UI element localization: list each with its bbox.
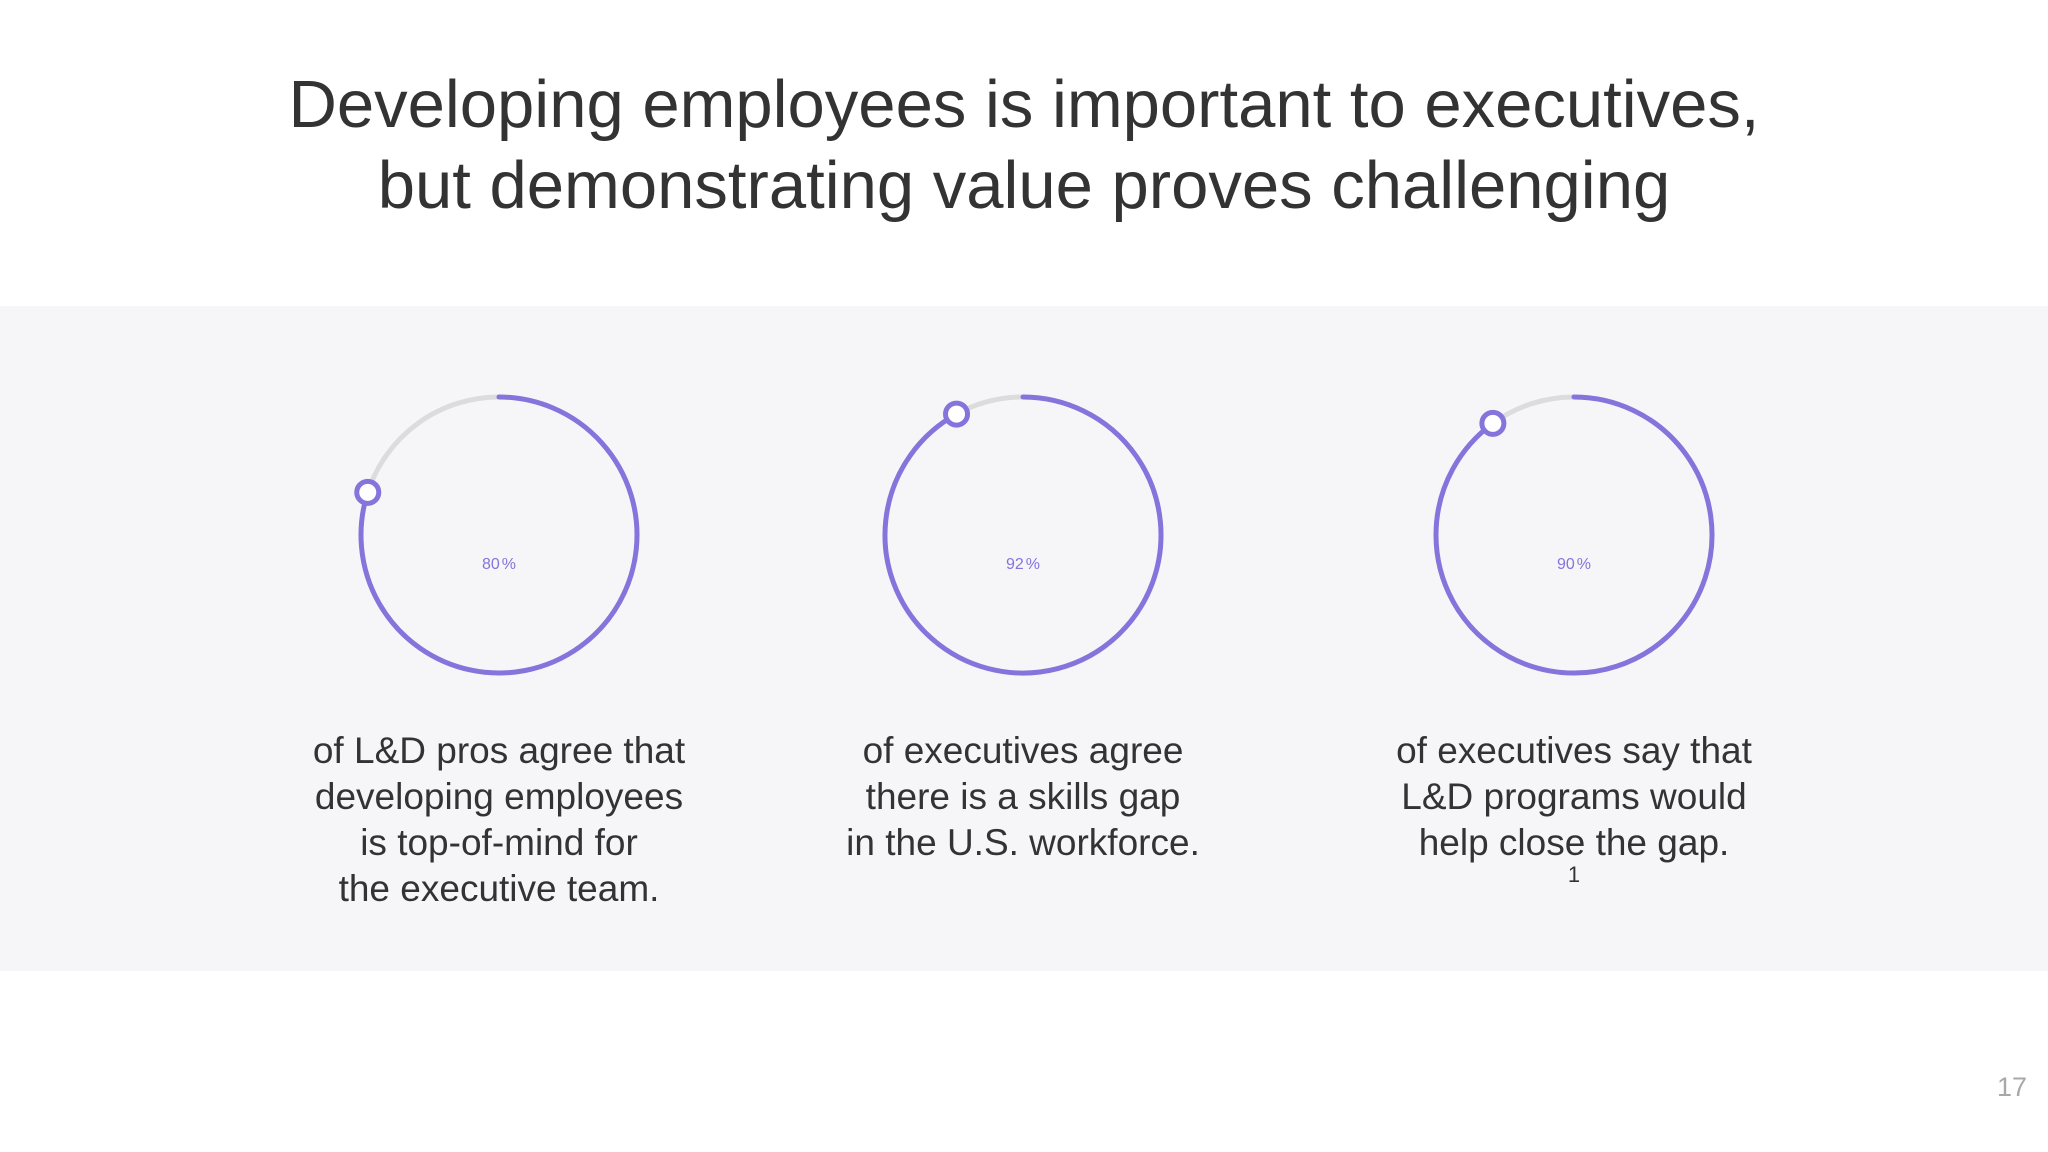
gauge-progress-arc bbox=[358, 394, 640, 676]
caption-text: help close the gap. bbox=[1418, 822, 1730, 863]
gauge-end-knob bbox=[943, 400, 971, 428]
gauge-end-knob bbox=[1479, 409, 1507, 437]
footnote-marker: 1 bbox=[1567, 861, 1581, 887]
caption-line: the executive team. bbox=[338, 868, 660, 909]
gauge-value-number: 80 bbox=[482, 556, 500, 573]
slide-title: Developing employees is important to exe… bbox=[0, 64, 2048, 226]
progress-ring-3: 90% bbox=[1324, 306, 1824, 806]
gauge-svg: 80% bbox=[354, 394, 640, 676]
stat-caption-2: of executives agree there is a skills ga… bbox=[773, 728, 1273, 866]
caption-line: there is a skills gap bbox=[865, 776, 1181, 817]
caption-line: is top-of-mind for bbox=[360, 822, 638, 863]
caption-line: developing employees bbox=[314, 776, 684, 817]
gauge-value-label: 92% bbox=[1006, 556, 1040, 573]
caption-line: of L&D pros agree that bbox=[312, 730, 686, 771]
title-line-1: Developing employees is important to exe… bbox=[288, 67, 1760, 142]
caption-line: in the U.S. workforce. bbox=[846, 822, 1200, 863]
gauge-track bbox=[365, 394, 502, 495]
gauge-value-label: 80% bbox=[482, 556, 516, 573]
gauge-value-unit: % bbox=[1577, 556, 1591, 573]
stats-band: 80% of L&D pros agree that developing em… bbox=[0, 306, 2048, 971]
progress-ring-2: 92% bbox=[773, 306, 1273, 806]
gauge-svg: 90% bbox=[1433, 394, 1715, 676]
gauge-progress-arc bbox=[1433, 394, 1715, 676]
gauge-svg: 92% bbox=[882, 394, 1164, 676]
caption-line: help close the gap. 1 bbox=[1324, 820, 1824, 912]
gauge-progress-arc bbox=[882, 394, 1164, 676]
gauge-value-number: 92 bbox=[1006, 556, 1024, 573]
progress-ring-1: 80% bbox=[249, 306, 749, 806]
caption-line: L&D programs would bbox=[1401, 776, 1747, 817]
caption-line: of executives agree bbox=[862, 730, 1184, 771]
gauge-value-unit: % bbox=[1026, 556, 1040, 573]
gauge-value-unit: % bbox=[502, 556, 516, 573]
stat-caption-3: of executives say that L&D programs woul… bbox=[1324, 728, 1824, 912]
gauge-value-label: 90% bbox=[1557, 556, 1591, 573]
gauge-value-number: 90 bbox=[1557, 556, 1575, 573]
page-number: 17 bbox=[1996, 1072, 2027, 1102]
caption-line: of executives say that bbox=[1396, 730, 1752, 771]
gauge-end-knob bbox=[354, 478, 382, 506]
stat-caption-1: of L&D pros agree that developing employ… bbox=[249, 728, 749, 912]
title-line-2: but demonstrating value proves challengi… bbox=[377, 148, 1671, 223]
